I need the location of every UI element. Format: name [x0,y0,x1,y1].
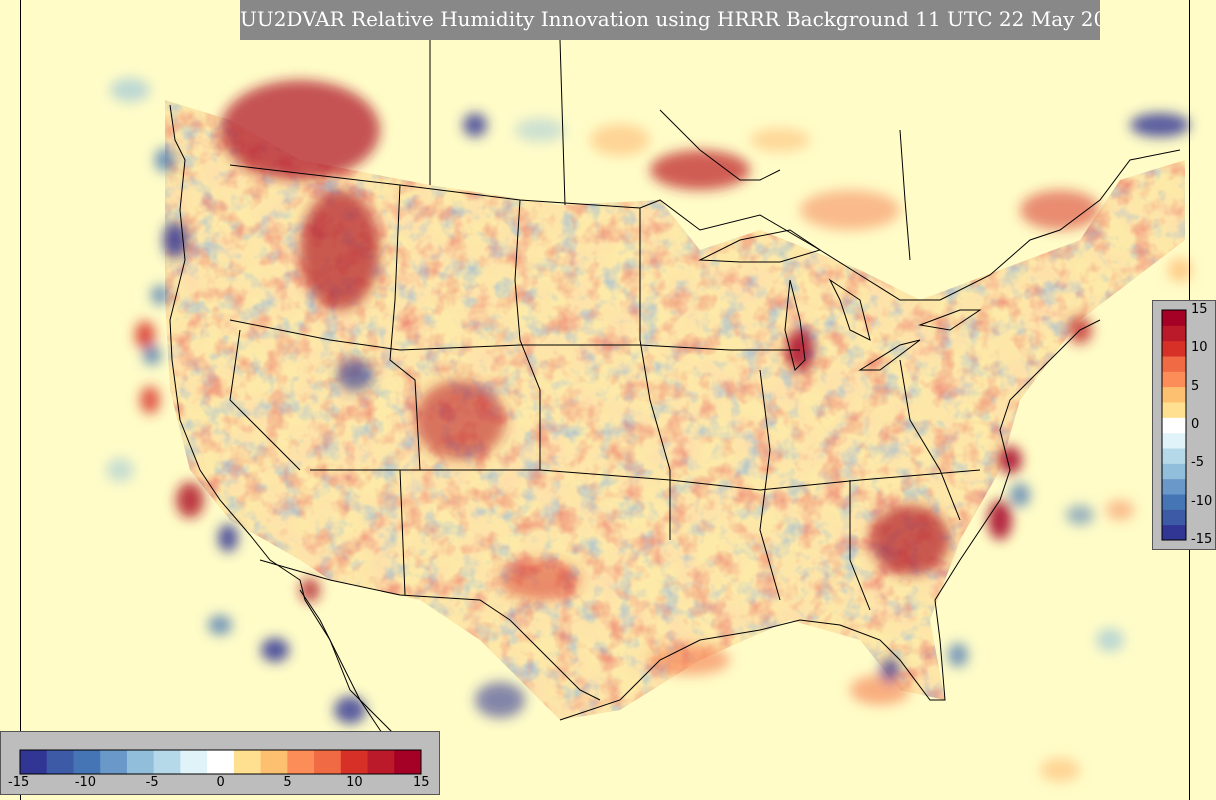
state-line-3 [639,208,671,540]
colorbar-tick-label: 15 [1191,302,1208,317]
colorbar-tick-label: -5 [145,775,159,790]
colorbar-swatch [260,750,288,774]
hudson-bay-shore [659,109,781,181]
colorbar-swatch [207,750,235,774]
colorbar-swatch [233,750,262,774]
state-line-2 [514,199,541,470]
map-title: UU2DVAR Relative Humidity Innovation usi… [240,0,1100,40]
colorbar-swatch [46,750,74,774]
colorbar-tick-label: 10 [1191,340,1208,356]
colorbar-tick-label: -10 [1191,493,1213,509]
state-line-1 [389,184,421,471]
state-line-8 [899,359,961,521]
colorbar-swatch [1162,463,1186,480]
colorbar-tick-label: 15 [413,775,430,790]
colorbar-tick-label: 5 [1191,378,1200,394]
colorbar-swatch [1162,371,1186,388]
great-lakes-superior [698,229,822,263]
state-line-10 [849,480,871,611]
colorbar-swatch [1162,494,1186,510]
colorbar-tick-label: -5 [1191,455,1204,471]
colorbar-swatch [340,750,369,774]
boundaries [169,30,1181,771]
colorbar-tick-label: 0 [216,775,225,790]
state-line-5 [310,469,981,491]
colorbar-swatch [100,750,128,774]
colorbar-swatch [1162,340,1186,357]
canada-east-line [899,129,911,261]
colorbar-swatch [126,750,155,774]
colorbar-swatch [1162,417,1186,434]
great-lakes-michigan [784,279,806,371]
canada-border [229,149,1181,301]
colorbar-swatch [1162,448,1186,464]
colorbar-swatch [1162,310,1186,326]
colorbar-tick-label: -15 [8,775,30,790]
gulf-coast [559,319,1101,721]
colorbar-tick-label: 5 [283,775,292,790]
colorbar-right: 15 10 5 0 -5 -10 -15 [1152,300,1216,550]
great-lakes-ontario [918,309,982,331]
colorbar-swatch [1162,325,1186,342]
great-lakes-erie [858,339,921,371]
great-lakes-huron [828,278,871,341]
colorbar-swatch [1162,478,1186,495]
colorbar-swatch [20,750,48,774]
colorbar-right-scale [1161,309,1187,541]
west-coast [169,104,421,761]
state-line-7 [759,369,781,601]
mexico-border [259,559,601,701]
colorbar-swatch [314,750,342,774]
colorbar-swatch [1162,432,1186,449]
colorbar-swatch [1162,402,1186,418]
canada-mid-line [559,39,566,206]
colorbar-tick-label: 0 [1191,417,1200,432]
colorbar-swatch [287,750,315,774]
colorbar-swatch [367,750,395,774]
anomaly-blobs [106,78,1192,782]
colorbar-tick-label: -15 [1191,532,1213,547]
colorbar-swatch [73,750,101,774]
colorbar-swatch [394,750,422,774]
colorbar-swatch [1162,509,1186,526]
colorbar-swatch [1162,356,1186,372]
colorbar-bottom-scale [19,749,422,775]
state-line-9 [399,469,406,596]
colorbar-tick-label: 10 [346,775,363,790]
colorbar-swatch [1162,386,1186,403]
colorbar-swatch [180,750,208,774]
colorbar-swatch [1162,524,1186,541]
colorbar-swatch [153,750,181,774]
colorbar-bottom: -15 -10 -5 0 5 10 15 [0,731,440,795]
colorbar-tick-label: -10 [74,775,97,790]
state-line-4 [229,319,800,351]
state-line-6 [229,329,301,471]
